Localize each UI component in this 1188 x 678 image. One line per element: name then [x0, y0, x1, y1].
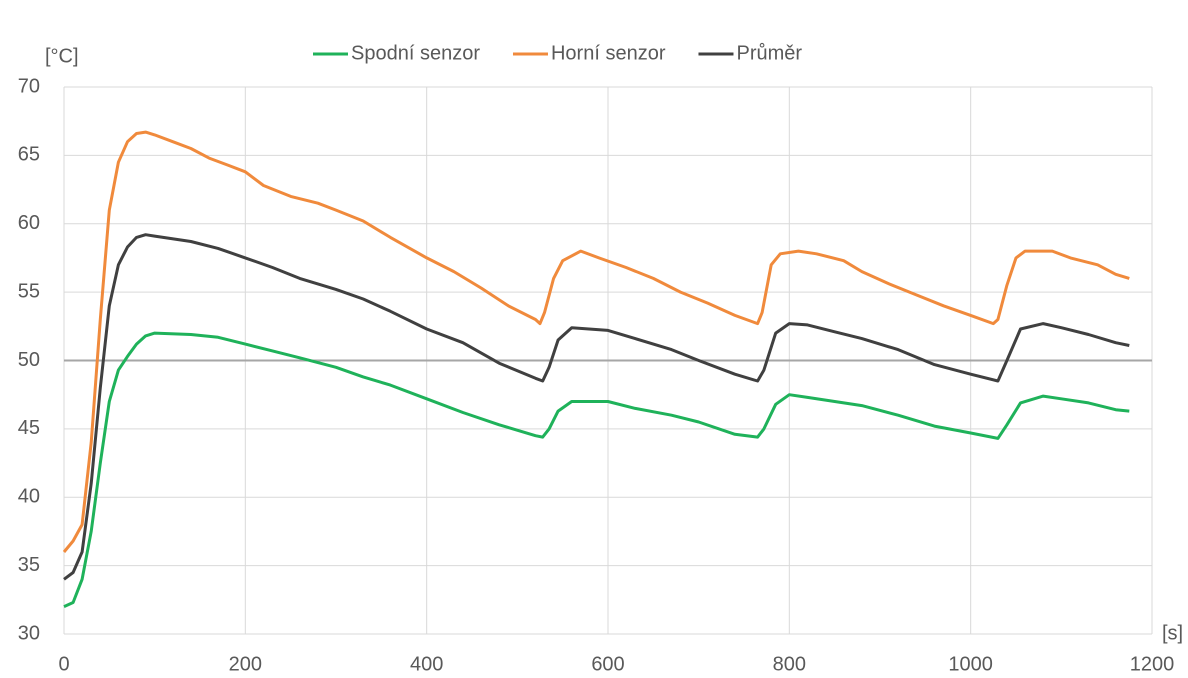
x-tick-label: 400 [410, 653, 443, 675]
series-line [62, 130, 1130, 553]
x-tick-label: 800 [773, 653, 806, 675]
x-tick-label: 600 [591, 653, 624, 675]
y-tick-label: 60 [18, 212, 40, 234]
y-tick-label: 40 [18, 486, 40, 508]
x-tick-label: 0 [58, 653, 69, 675]
y-tick-label: 35 [18, 554, 40, 576]
legend-label: Horní senzor [551, 42, 666, 64]
y-tick-label: 65 [18, 144, 40, 166]
y-axis-label: [°C] [45, 45, 79, 67]
y-tick-label: 45 [18, 417, 40, 439]
y-tick-label: 30 [18, 622, 40, 644]
series-line [63, 331, 1130, 608]
legend-label: Spodní senzor [351, 42, 480, 64]
x-tick-label: 1200 [1130, 653, 1175, 675]
x-tick-label: 200 [229, 653, 262, 675]
legend-label: Průměr [736, 42, 802, 64]
y-tick-label: 55 [18, 280, 40, 302]
y-tick-label: 70 [18, 75, 40, 97]
series-line [63, 233, 1130, 581]
y-tick-label: 50 [18, 349, 40, 371]
x-tick-label: 1000 [948, 653, 993, 675]
x-axis-label: [s] [1162, 622, 1183, 644]
